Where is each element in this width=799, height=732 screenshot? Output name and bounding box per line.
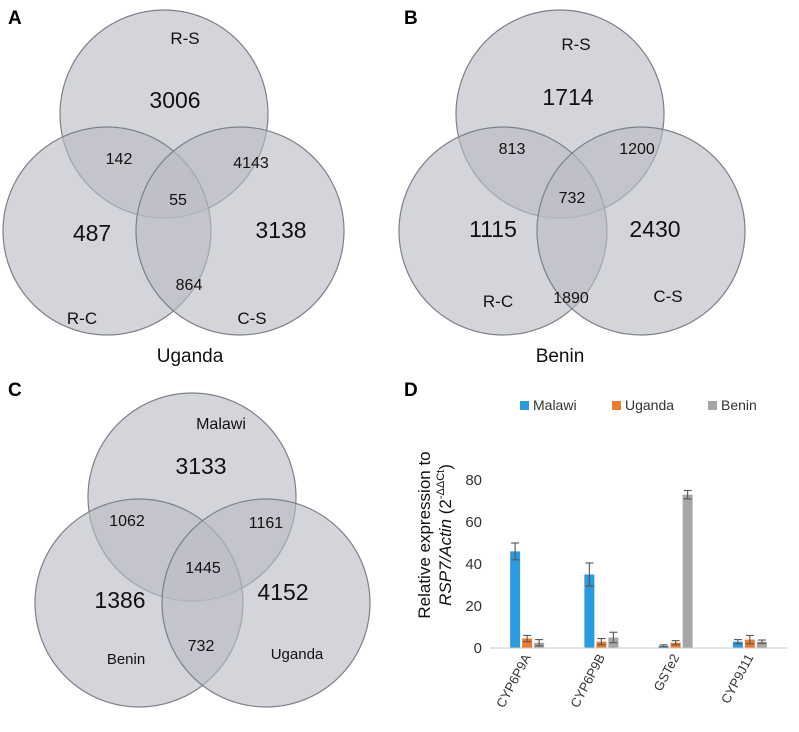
venn-label-top: R-S [170, 29, 199, 48]
bar-benin-gste2 [682, 494, 693, 648]
venn-count-top: 1714 [542, 84, 593, 110]
venn-title: Uganda [157, 346, 224, 367]
venn-count-right: 3138 [255, 217, 306, 243]
venn-count-top-left: 1062 [109, 513, 145, 530]
y-axis-title-sup: -ΔΔCt [435, 470, 447, 499]
venn-label-left: R-C [483, 292, 513, 311]
bar-malawi-cyp6p9a [510, 551, 521, 648]
y-tick-label: 60 [465, 514, 482, 531]
panel-letter-a: A [8, 8, 22, 29]
venn-count-top-right: 1200 [619, 141, 655, 158]
bar-benin-cyp9j11 [756, 641, 767, 648]
panel-letter-d: D [404, 380, 418, 401]
y-axis-title-line2: RSP7/Actin (2-ΔΔCt) [435, 464, 455, 606]
venn-count-bottom: 864 [176, 277, 203, 294]
venn-count-center: 732 [559, 190, 586, 207]
legend-swatch-malawi [520, 401, 529, 410]
y-tick-label: 40 [465, 556, 482, 573]
venn-circle-cs [536, 126, 746, 336]
venn-count-left: 1115 [469, 216, 517, 242]
venn-label-top: R-S [561, 35, 590, 54]
venn-count-top-left: 813 [499, 141, 526, 158]
bar-uganda-cyp6p9a [522, 638, 533, 648]
venn-label-right: C-S [653, 287, 682, 306]
y-tick-label: 80 [465, 472, 482, 489]
y-axis-title-close: ) [436, 464, 455, 470]
venn-count-center: 55 [169, 192, 187, 209]
legend-label-uganda: Uganda [625, 397, 674, 413]
panel-a: A R-S R-C C-S 3006 487 3138 142 4143 55 … [2, 8, 345, 367]
panel-b: B R-S R-C C-S 1714 1115 2430 813 1200 73… [398, 8, 746, 367]
y-axis: 0 20 40 60 80 [465, 472, 482, 657]
panel-letter-c: C [8, 380, 22, 401]
chart-legend: Malawi Uganda Benin [520, 397, 757, 413]
x-axis: CYP6P9A CYP6P9B GSTe2 CYP9J11 [490, 647, 787, 710]
legend-label-benin: Benin [721, 397, 757, 413]
venn-count-right: 4152 [257, 579, 308, 605]
venn-count-top-right: 1161 [249, 515, 284, 532]
venn-count-top-left: 142 [106, 151, 133, 168]
y-tick-label: 20 [465, 598, 482, 615]
x-tick-label: GSTe2 [650, 651, 682, 693]
bar-malawi-cyp9j11 [732, 641, 743, 648]
venn-count-right: 2430 [629, 216, 680, 242]
venn-count-top-right: 4143 [233, 155, 269, 172]
venn-label-right: Uganda [271, 646, 324, 663]
x-tick-label: CYP6P9A [493, 651, 534, 710]
venn-count-center: 1445 [185, 560, 221, 577]
venn-circle-cs [135, 126, 345, 336]
venn-label-left: Benin [107, 651, 145, 668]
y-axis-title-open: (2 [436, 499, 455, 519]
x-tick-label: CYP9J11 [718, 651, 757, 706]
venn-count-left: 1386 [94, 587, 145, 613]
venn-label-top: Malawi [196, 416, 246, 433]
venn-count-bottom: 732 [188, 638, 215, 655]
legend-swatch-uganda [612, 401, 621, 410]
x-tick-label: CYP6P9B [567, 651, 608, 710]
venn-circle-uganda [161, 498, 371, 708]
legend-swatch-benin [708, 401, 717, 410]
venn-count-top: 3006 [149, 87, 200, 113]
venn-count-bottom: 1890 [553, 290, 589, 307]
y-tick-label: 0 [474, 640, 482, 657]
venn-title: Benin [536, 346, 585, 367]
chart-bars [510, 489, 767, 648]
venn-count-top: 3133 [175, 453, 226, 479]
y-axis-title-line1: Relative expression to [415, 451, 434, 618]
venn-label-right: C-S [237, 309, 266, 328]
bar-malawi-cyp6p9b [584, 574, 595, 648]
panel-letter-b: B [404, 8, 418, 29]
legend-label-malawi: Malawi [533, 397, 577, 413]
y-axis-title-gene: RSP7/Actin [436, 519, 455, 606]
venn-count-left: 487 [73, 220, 111, 246]
panel-c: C Malawi Benin Uganda 3133 1386 4152 106… [8, 380, 371, 708]
venn-label-left: R-C [67, 309, 97, 328]
